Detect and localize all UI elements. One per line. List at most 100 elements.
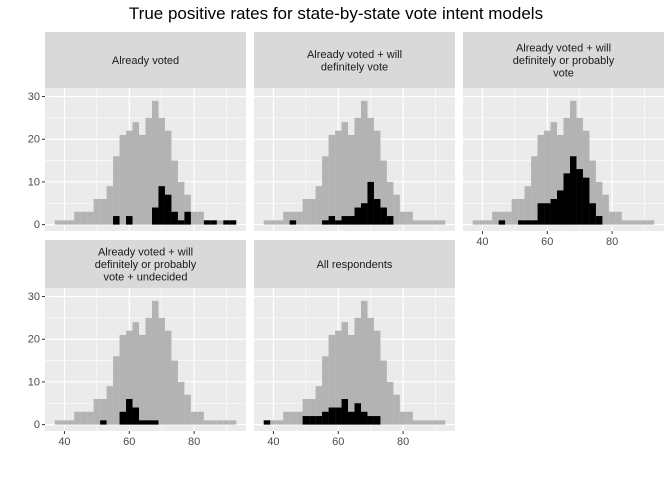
highlight-bar [184,211,191,225]
highlight-bar [576,169,583,225]
background-bar [360,100,368,225]
background-bar [61,220,68,225]
x-tick-label: 40 [58,436,70,448]
background-bar [263,220,271,225]
background-bar [67,420,75,425]
background-bar [438,220,446,225]
background-bar [322,356,329,425]
background-bar [145,117,152,225]
highlight-bar [203,220,211,225]
background-bar [132,322,140,425]
background-bar [216,220,224,225]
background-bar [210,420,217,425]
highlight-bar [119,411,127,425]
facet-strip [254,32,455,88]
background-bar [335,130,342,225]
background-bar [93,198,101,225]
background-bar [80,411,88,425]
highlight-bar [113,216,120,225]
highlight-bar [328,407,336,425]
background-bar [296,211,303,225]
x-tick-label: 60 [541,236,553,248]
background-bar [126,130,133,225]
background-bar [412,420,420,425]
highlight-bar [139,420,146,425]
highlight-bar [322,411,329,425]
background-bar [223,420,230,425]
facet-strip [463,32,664,88]
background-bar [634,220,642,225]
background-bar [309,398,316,425]
background-bar [386,381,394,425]
background-bar [373,130,381,225]
highlight-bar [360,411,368,425]
facet-strip [45,32,246,88]
x-tick-label: 80 [397,436,409,448]
background-bar [74,411,81,425]
background-bar [100,198,107,225]
highlight-bar [367,416,374,425]
background-bar [113,156,120,225]
highlight-bar [126,398,133,425]
highlight-bar [132,407,140,425]
highlight-bar [210,220,217,225]
background-bar [348,334,355,425]
highlight-bar [341,216,349,225]
background-bar [544,130,551,225]
highlight-bar [373,198,381,225]
facet-label: vote + undecided [103,272,187,284]
x-tick-label: 40 [267,436,279,448]
background-bar [132,122,140,225]
background-bar [171,160,178,225]
background-bar [412,220,420,225]
highlight-bar [100,420,107,425]
background-bar [171,360,178,425]
background-bar [158,317,165,425]
highlight-bar [223,220,230,225]
background-bar [479,220,486,225]
background-bar [628,220,635,225]
background-bar [315,186,323,225]
background-bar [151,100,159,225]
x-tick-label: 60 [332,436,344,448]
highlight-bar [563,173,570,225]
y-tick-label: 30 [28,291,40,303]
highlight-bar [145,420,152,425]
x-tick-label: 80 [188,436,200,448]
x-tick-label: 80 [606,236,618,248]
y-tick-label: 0 [34,219,40,231]
background-bar [106,186,114,225]
highlight-bar [550,198,558,225]
background-bar [406,411,413,425]
background-bar [126,330,133,425]
background-bar [419,220,426,225]
background-bar [380,160,387,225]
highlight-bar [582,177,590,225]
facet-label: definitely or probably [95,259,197,271]
background-bar [595,181,603,225]
background-bar [229,420,237,425]
highlight-bar [380,207,387,225]
highlight-bar [164,194,172,225]
background-bar [184,194,191,225]
background-bar [647,220,655,225]
x-tick-label: 40 [476,236,488,248]
background-bar [276,420,284,425]
background-bar [190,211,198,225]
background-bar [335,330,342,425]
facet-strip [45,240,246,288]
highlight-bar [328,216,336,225]
highlight-bar [335,407,342,425]
background-bar [341,122,349,225]
highlight-bar [524,220,532,225]
background-bar [177,381,185,425]
highlight-bar [386,216,394,225]
highlight-bar [335,220,342,225]
background-bar [145,317,152,425]
highlight-bar [158,186,165,225]
y-tick-label: 10 [28,176,40,188]
background-bar [283,411,290,425]
background-bar [511,198,519,225]
background-bar [119,134,127,225]
highlight-bar [373,416,381,425]
